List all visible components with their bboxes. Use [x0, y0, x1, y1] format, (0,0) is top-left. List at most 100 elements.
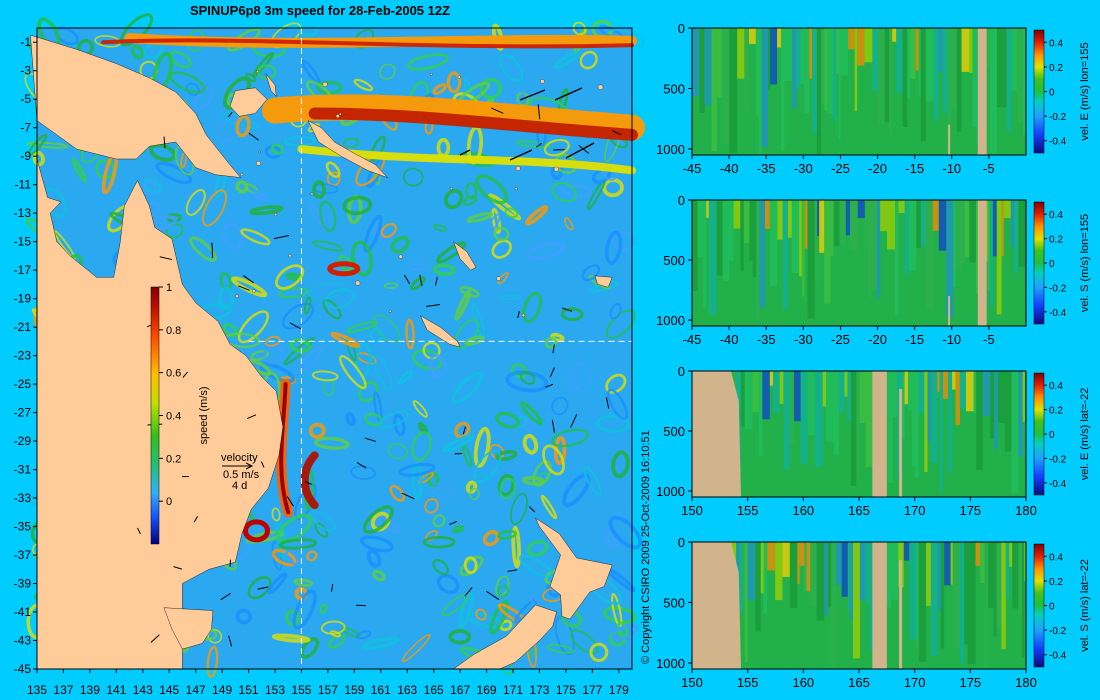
velocity-arrow — [403, 274, 411, 285]
section-colorbar-tick-label: 0 — [1049, 430, 1055, 441]
section-column — [943, 371, 948, 399]
section-column — [885, 542, 892, 608]
section-column — [867, 200, 871, 298]
velocity-legend-label: velocity — [221, 452, 258, 464]
section-column — [956, 28, 962, 132]
speed-eddy — [611, 450, 630, 479]
speed-eddy — [130, 44, 144, 60]
section-column — [889, 28, 893, 135]
fiji-land — [594, 275, 613, 288]
section-x-tick-label: -20 — [868, 161, 887, 176]
velocity-legend-scale: 0.5 m/s — [223, 469, 260, 481]
section-column — [704, 28, 712, 106]
section-column — [850, 542, 854, 620]
y-tick-label: -29 — [14, 434, 32, 448]
section-colorbar-tick-label: -0.2 — [1049, 454, 1067, 465]
speed-eddy — [448, 628, 472, 645]
section-column — [716, 200, 723, 276]
island — [430, 73, 433, 76]
section-column — [947, 28, 951, 141]
section-land — [872, 371, 887, 497]
section-column — [800, 371, 808, 464]
section-column — [758, 371, 763, 456]
section-column — [996, 542, 1002, 628]
section-column — [807, 371, 815, 436]
section-column — [692, 200, 698, 292]
y-tick-label: -25 — [14, 377, 32, 391]
section-x-tick-label: 180 — [1015, 675, 1037, 690]
section-column — [840, 28, 849, 76]
velocity-arrow — [289, 322, 303, 330]
speed-eddy — [560, 307, 584, 322]
velocity-arrow — [562, 307, 573, 312]
speed-eddy — [271, 507, 281, 522]
section-y-tick-label: 1000 — [656, 142, 685, 157]
section-column — [865, 542, 870, 602]
speed-eddy — [503, 90, 526, 106]
section-column — [822, 371, 827, 407]
speed-eddy — [521, 476, 545, 486]
section-x-tick-label: 175 — [959, 503, 981, 518]
speed-eddy — [329, 630, 341, 638]
section-land — [899, 560, 903, 669]
section-column — [779, 371, 784, 404]
section-column — [791, 200, 800, 274]
section-column — [817, 200, 820, 237]
speed-eddy — [495, 449, 518, 462]
speed-eddy — [482, 530, 500, 547]
section-column — [955, 200, 961, 271]
speed-eddy — [546, 643, 575, 654]
speed-eddy — [610, 623, 639, 641]
section-column — [742, 542, 745, 609]
section-column — [845, 200, 850, 236]
section-column — [833, 371, 840, 456]
speed-eddy — [389, 484, 406, 502]
speed-eddy — [465, 182, 478, 200]
section-column — [1017, 28, 1023, 123]
section-column — [848, 28, 855, 50]
y-tick-label: -41 — [14, 605, 32, 619]
section-column — [765, 200, 770, 229]
section-column — [980, 542, 985, 583]
velocity-arrow — [554, 87, 583, 101]
section-column — [1018, 542, 1022, 616]
x-tick-label: 173 — [529, 683, 549, 697]
x-tick-label: 137 — [53, 683, 73, 697]
velocity-arrow — [459, 149, 471, 156]
section-x-tick-label: 180 — [1015, 503, 1037, 518]
speed-eddy — [604, 230, 623, 265]
speed-eddy — [509, 451, 534, 469]
speed-eddy — [452, 524, 465, 534]
speed-eddy — [308, 422, 326, 439]
x-tick-label: 135 — [27, 683, 47, 697]
speed-eddy — [515, 140, 551, 149]
y-tick-label: -35 — [14, 520, 32, 534]
section-colorbar-tick-label: 0.4 — [1049, 38, 1063, 49]
speed-eddy — [464, 335, 485, 346]
section-column — [926, 542, 931, 606]
speed-eddy — [553, 51, 580, 70]
chart-title: SPINUP6p8 3m speed for 28-Feb-2005 12Z — [189, 3, 451, 18]
speed-eddy — [293, 578, 314, 587]
section-column — [769, 200, 778, 287]
section-column — [1022, 371, 1026, 422]
section-column — [920, 28, 926, 142]
velocity-arrow — [159, 256, 173, 261]
speed-eddy — [365, 159, 384, 189]
section-x-tick-label: -25 — [831, 161, 850, 176]
speed-eddy — [301, 59, 321, 85]
section-column — [964, 542, 968, 645]
section-column — [752, 371, 759, 413]
section-x-tick-label: -10 — [942, 161, 961, 176]
x-tick-label: 141 — [106, 683, 126, 697]
speed-eddy — [454, 289, 472, 321]
speed-eddy — [432, 559, 449, 576]
y-tick-label: -9 — [20, 149, 31, 163]
section-column — [994, 371, 998, 450]
section-column — [1003, 200, 1011, 218]
section-column — [769, 371, 774, 386]
island — [540, 79, 545, 84]
velocity-arrow — [238, 285, 250, 291]
speed-eddy — [319, 603, 328, 614]
speed-eddy — [475, 608, 487, 621]
